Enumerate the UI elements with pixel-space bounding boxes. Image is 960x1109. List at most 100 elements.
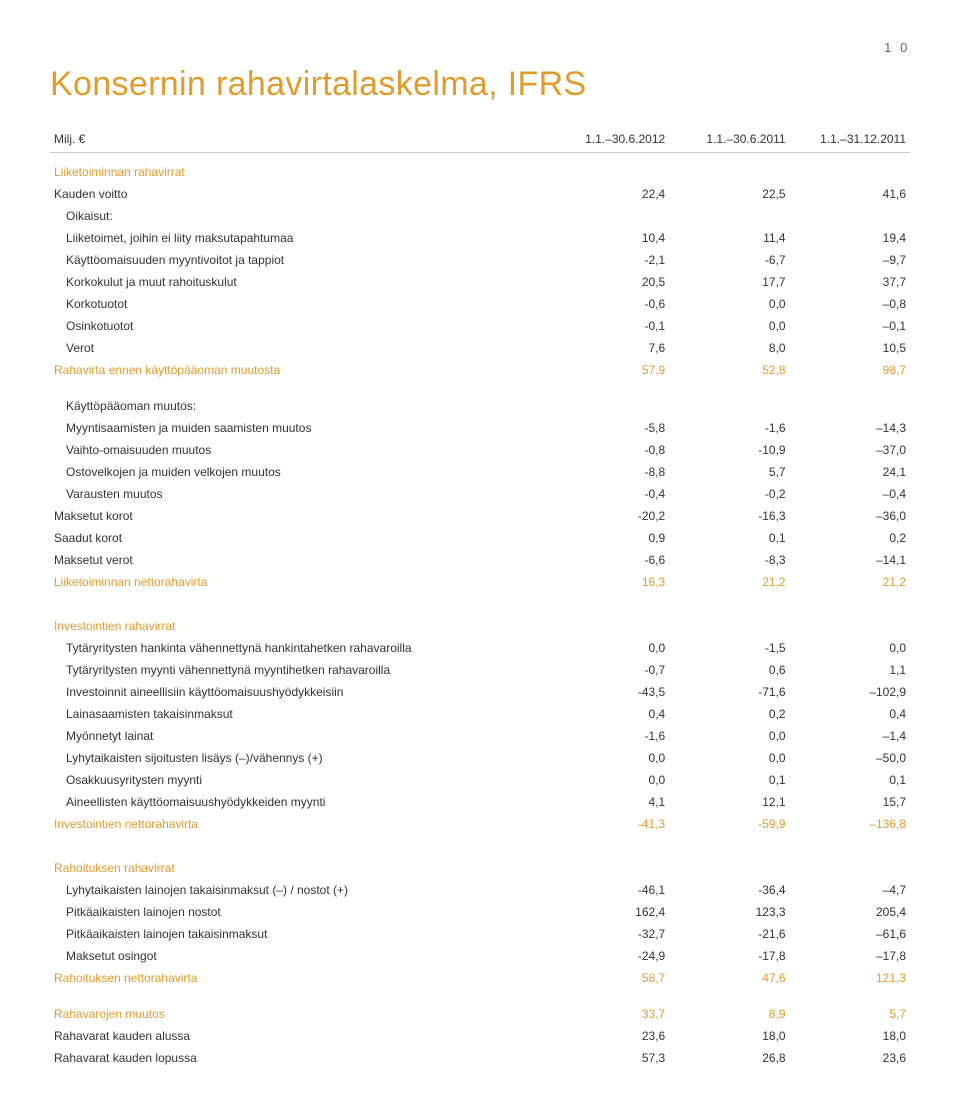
row-value: 24,1 [790,461,910,483]
row-label: Rahoituksen nettorahavirta [50,967,549,989]
row-value: –61,6 [790,923,910,945]
row-label: Pitkäaikaisten lainojen nostot [50,901,549,923]
row-value [669,607,789,637]
row-value: 26,8 [669,1047,789,1069]
row-value: -2,1 [549,249,669,271]
col-period-3: 1.1.–31.12.2011 [790,128,910,153]
row-value [790,205,910,227]
row-value: –136,8 [790,813,910,835]
row-value: 23,6 [790,1047,910,1069]
row-value: 0,0 [790,637,910,659]
row-value [549,153,669,184]
row-label: Kauden voitto [50,183,549,205]
row-label: Tytäryritysten hankinta vähennettynä han… [50,637,549,659]
row-label: Tytäryritysten myynti vähennettynä myynt… [50,659,549,681]
table-row: Rahoituksen nettorahavirta58,747,6121,3 [50,967,910,989]
row-value: 22,5 [669,183,789,205]
table-row: Lyhytaikaisten lainojen takaisinmaksut (… [50,879,910,901]
table-row: Vaihto-omaisuuden muutos-0,8-10,9–37,0 [50,439,910,461]
table-row: Rahavirta ennen käyttöpääoman muutosta57… [50,359,910,381]
row-label: Korkokulut ja muut rahoituskulut [50,271,549,293]
row-value [549,607,669,637]
row-value: 52,8 [669,359,789,381]
table-row: Investointien rahavirrat [50,607,910,637]
row-value: 20,5 [549,271,669,293]
row-value [669,153,789,184]
row-value: 33,7 [549,1003,669,1025]
row-value: 21,2 [669,571,789,593]
row-value: 0,9 [549,527,669,549]
row-value: 16,3 [549,571,669,593]
table-row: Verot7,68,010,5 [50,337,910,359]
table-row: Kauden voitto22,422,541,6 [50,183,910,205]
table-row: Korkotuotot-0,60,0–0,8 [50,293,910,315]
row-value: 5,7 [669,461,789,483]
row-label: Liiketoiminnan rahavirrat [50,153,549,184]
table-row: Pitkäaikaisten lainojen nostot162,4123,3… [50,901,910,923]
table-row: Tytäryritysten hankinta vähennettynä han… [50,637,910,659]
row-value: 11,4 [669,227,789,249]
row-value: -6,7 [669,249,789,271]
table-row: Varausten muutos-0,4-0,2–0,4 [50,483,910,505]
row-value: -1,6 [549,725,669,747]
row-value: 15,7 [790,791,910,813]
row-value: 0,2 [790,527,910,549]
row-label: Käyttöpääoman muutos: [50,395,549,417]
row-value: –102,9 [790,681,910,703]
row-value: 1,1 [790,659,910,681]
row-value: –0,8 [790,293,910,315]
table-row: Ostovelkojen ja muiden velkojen muutos-8… [50,461,910,483]
row-label: Liiketoiminnan nettorahavirta [50,571,549,593]
row-value: –4,7 [790,879,910,901]
table-row: Rahoituksen rahavirrat [50,849,910,879]
row-label: Osinkotuotot [50,315,549,337]
row-value: 0,0 [669,747,789,769]
table-row: Rahavarat kauden lopussa57,326,823,6 [50,1047,910,1069]
col-label: Milj. € [50,128,549,153]
row-value: -16,3 [669,505,789,527]
row-label: Korkotuotot [50,293,549,315]
row-label: Investointien rahavirrat [50,607,549,637]
table-row: Myönnetyt lainat-1,60,0–1,4 [50,725,910,747]
table-row [50,593,910,607]
table-row: Rahavarojen muutos33,78,95,7 [50,1003,910,1025]
row-value: 22,4 [549,183,669,205]
row-value: 7,6 [549,337,669,359]
row-value: 5,7 [790,1003,910,1025]
table-row [50,381,910,395]
row-value: 0,1 [669,769,789,791]
row-value: 0,0 [549,637,669,659]
row-label: Rahavarojen muutos [50,1003,549,1025]
row-label: Investointien nettorahavirta [50,813,549,835]
row-value: –1,4 [790,725,910,747]
row-value: 8,0 [669,337,789,359]
table-row: Investoinnit aineellisiin käyttöomaisuus… [50,681,910,703]
row-value: -1,5 [669,637,789,659]
row-value [669,395,789,417]
row-value: –36,0 [790,505,910,527]
row-label: Investoinnit aineellisiin käyttöomaisuus… [50,681,549,703]
table-row: Osakkuusyritysten myynti0,00,10,1 [50,769,910,791]
row-value: 17,7 [669,271,789,293]
row-value: 0,1 [669,527,789,549]
row-value: -17,8 [669,945,789,967]
row-value: -59,9 [669,813,789,835]
row-value: –50,0 [790,747,910,769]
row-label: Liiketoimet, joihin ei liity maksutapaht… [50,227,549,249]
row-label: Rahoituksen rahavirrat [50,849,549,879]
table-header-row: Milj. € 1.1.–30.6.2012 1.1.–30.6.2011 1.… [50,128,910,153]
row-value: 205,4 [790,901,910,923]
row-label: Rahavirta ennen käyttöpääoman muutosta [50,359,549,381]
row-label: Myönnetyt lainat [50,725,549,747]
row-value: -71,6 [669,681,789,703]
row-value: 4,1 [549,791,669,813]
row-value: 21,2 [790,571,910,593]
row-value: 12,1 [669,791,789,813]
row-value: -0,4 [549,483,669,505]
row-value: 58,7 [549,967,669,989]
row-value: -8,3 [669,549,789,571]
row-label: Aineellisten käyttöomaisuushyödykkeiden … [50,791,549,813]
table-row: Investointien nettorahavirta-41,3-59,9–1… [50,813,910,835]
row-value: -8,8 [549,461,669,483]
col-period-2: 1.1.–30.6.2011 [669,128,789,153]
